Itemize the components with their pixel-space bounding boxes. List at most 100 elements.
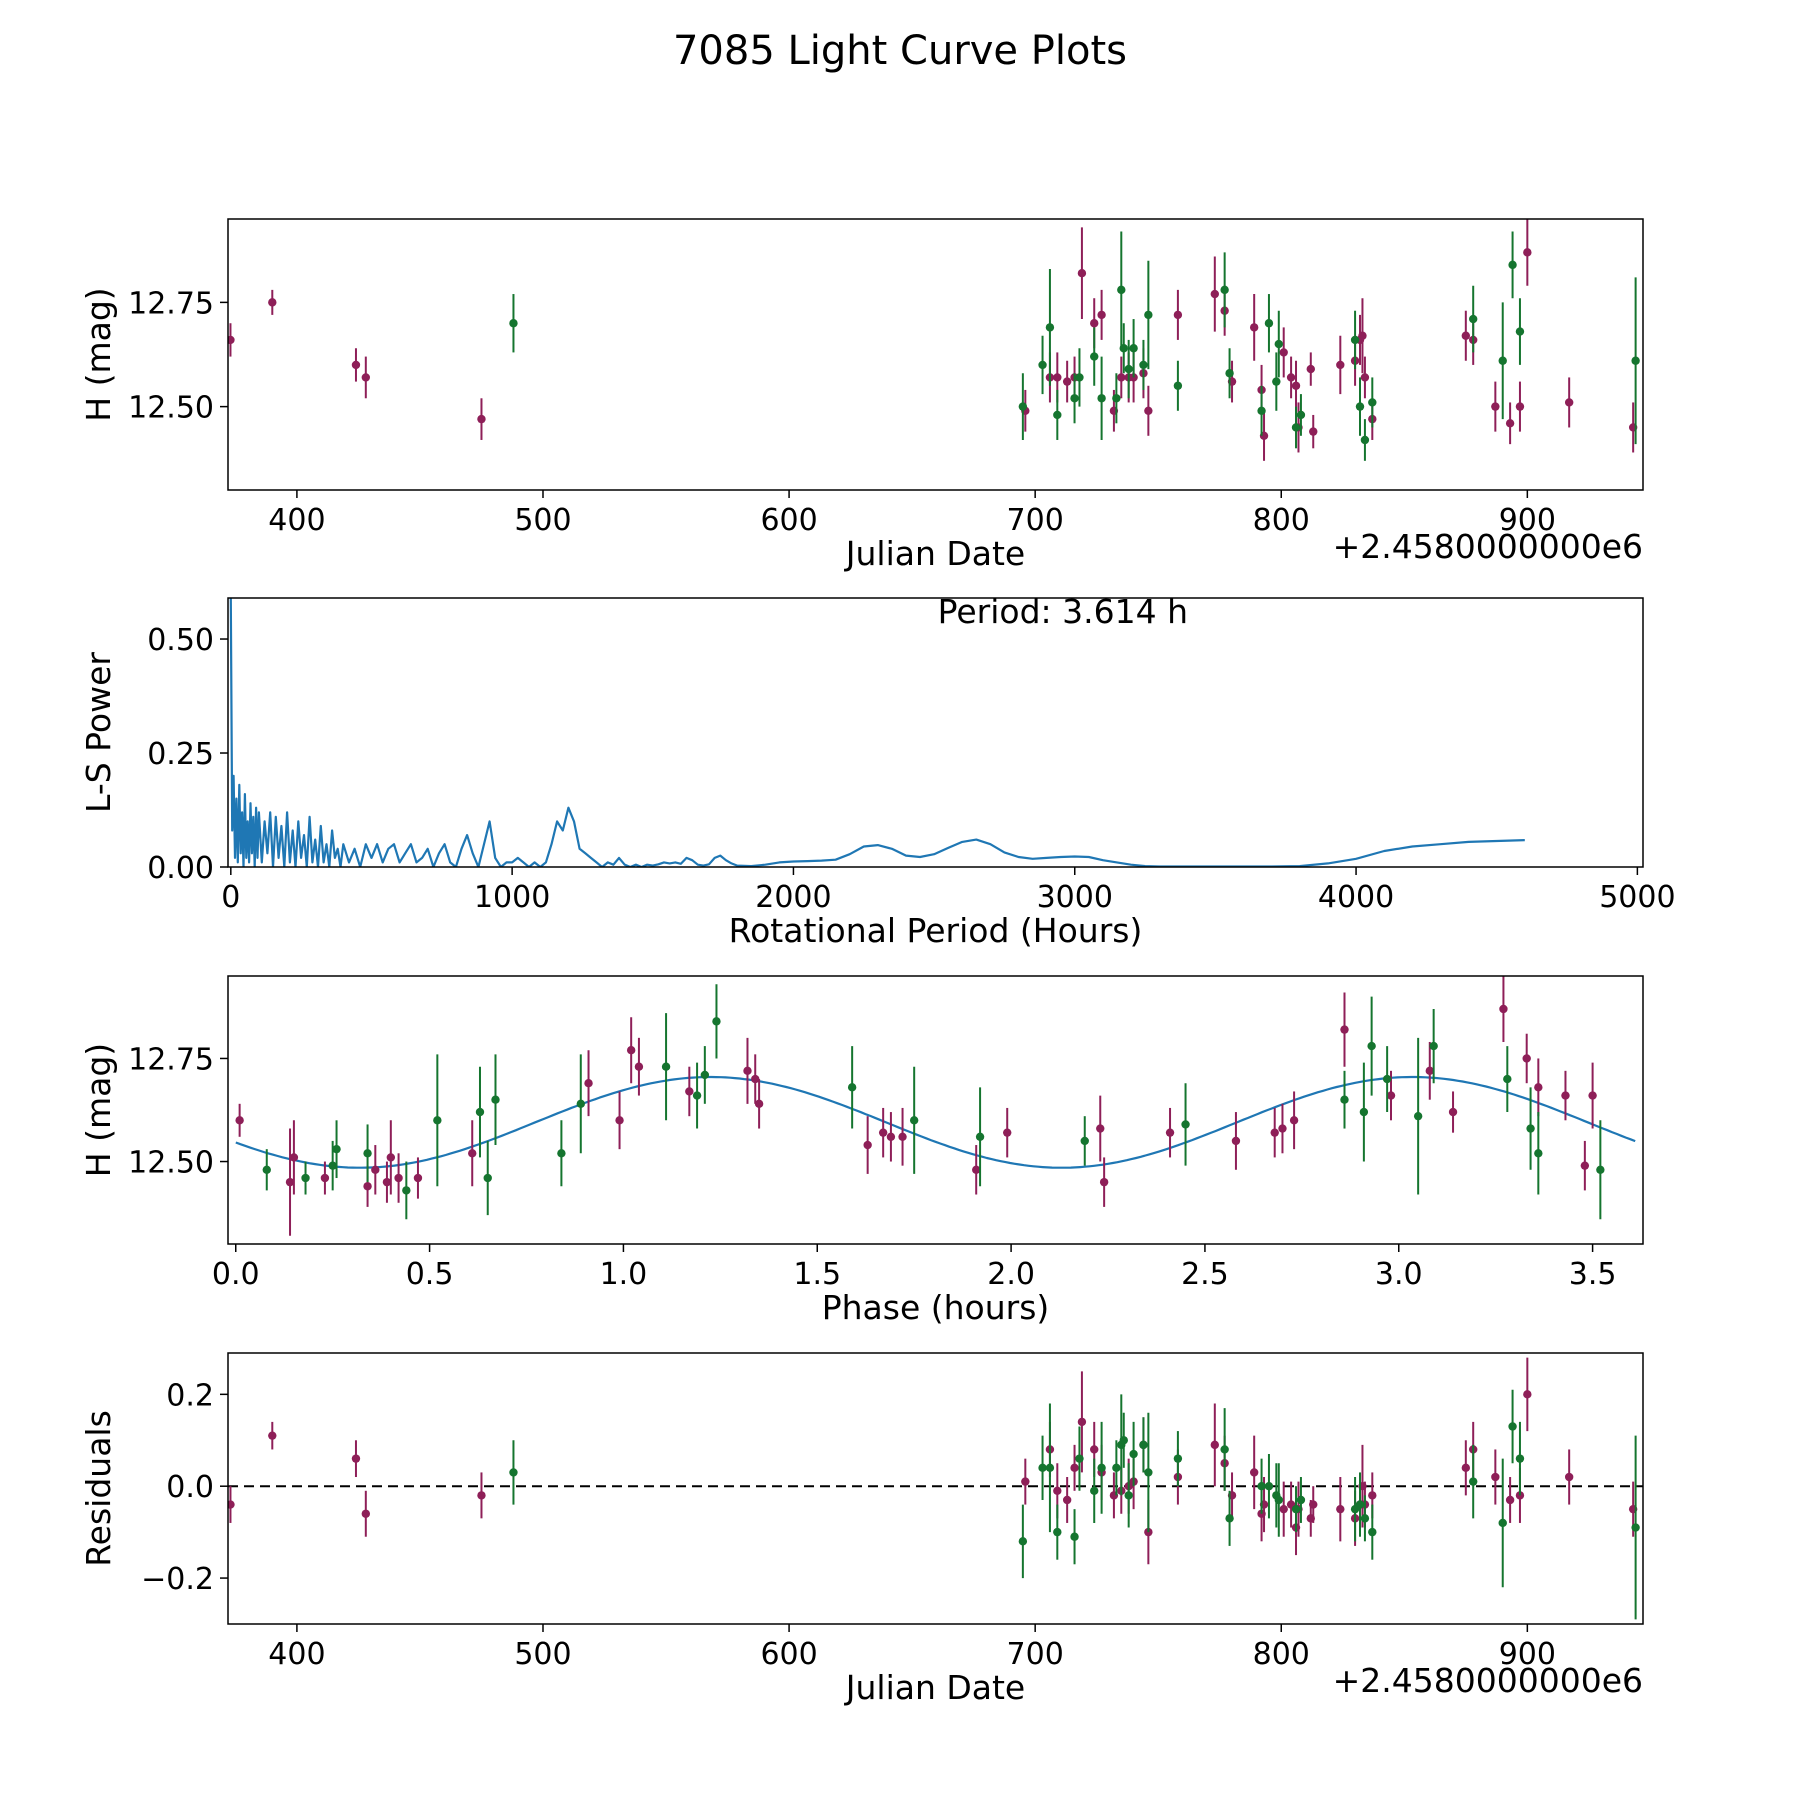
data-point [1508,1389,1517,1464]
marker [1382,1074,1392,1084]
marker [361,1509,371,1518]
data-point [743,1037,752,1104]
data-point [626,1017,636,1084]
data-point [1220,252,1229,328]
marker [332,1144,341,1154]
marker [1117,285,1126,295]
data-point [1309,1486,1318,1523]
marker [1631,356,1640,365]
marker [228,335,235,345]
data-point [1249,294,1259,361]
x-tick-label: 5000 [1599,880,1675,915]
plot-area [228,1357,1643,1620]
plot-area [229,598,1525,867]
marker [1279,1504,1288,1514]
data-point [1038,335,1047,395]
data-point [1491,1449,1500,1505]
marker [1210,289,1220,299]
marker [898,1132,907,1142]
data-point [1278,1103,1287,1154]
data-point [413,1157,423,1199]
marker [1355,1500,1365,1509]
data-point [661,1013,671,1121]
series-band-2 [509,1389,1640,1620]
data-point [1070,1509,1079,1565]
marker [413,1173,423,1183]
data-point [235,1103,244,1137]
marker [685,1087,694,1096]
data-point [1075,348,1084,407]
marker [584,1079,593,1088]
marker [1139,1440,1148,1450]
data-point [402,1161,411,1220]
data-point [1117,231,1126,349]
data-point [1461,310,1471,361]
marker [1368,398,1377,407]
marker [1340,1095,1349,1104]
marker [1124,364,1133,374]
data-point [1119,323,1128,374]
data-point [1413,1037,1423,1195]
data-point [1469,285,1478,353]
marker [363,1149,372,1158]
series-band-1 [228,219,1638,461]
marker [700,1070,710,1080]
marker [1053,1486,1062,1495]
data-point [1210,1403,1220,1487]
data-point [1296,394,1306,436]
marker [1429,1041,1438,1051]
data-point [1355,1472,1365,1537]
marker [1053,1527,1062,1537]
data-point [477,398,486,440]
marker [754,1099,764,1109]
data-point [1129,319,1138,378]
data-point [1358,298,1367,374]
marker [1515,327,1525,336]
marker [1360,373,1370,382]
data-point [1096,1095,1105,1162]
marker [1144,310,1153,320]
data-point [361,1490,371,1537]
data-point [1018,1504,1028,1579]
marker [1165,1128,1175,1137]
marker [909,1116,919,1125]
marker [615,1116,624,1125]
data-point [1596,1120,1605,1220]
marker [1503,1074,1512,1084]
y-tick-label: −0.2 [141,1562,214,1597]
marker [1220,1445,1229,1454]
marker [712,1017,721,1026]
data-point [878,1107,888,1158]
marker [394,1173,403,1183]
marker [1119,344,1128,353]
marker [1097,310,1106,320]
x-axis-label: Julian Date [844,1668,1026,1707]
y-axis-label: H (mag) [79,287,118,421]
x-tick-label: 0.5 [406,1257,454,1292]
marker [1523,248,1532,257]
y-tick-label: 12.75 [128,1042,214,1077]
data-point [898,1107,907,1166]
marker [1119,1436,1128,1445]
marker [1274,339,1283,349]
marker [363,1182,372,1191]
subplot-panels: 400 500 600 700 800 900 12.50 12.75 Julian Date H… [79,218,1676,1707]
period-annotation: Period: 3.614 h [938,592,1188,631]
data-point [557,1120,566,1187]
data-point [972,1145,981,1195]
marker [361,373,371,382]
data-point [1505,402,1515,445]
marker [1564,1472,1574,1482]
marker [268,298,277,307]
data-point [1360,356,1370,399]
marker [1021,1477,1030,1486]
data-point [1534,1058,1543,1117]
data-point [1286,356,1296,399]
data-point [1523,1357,1532,1432]
marker [878,1128,888,1137]
x-tick-label: 2.0 [987,1257,1035,1292]
marker [972,1165,981,1174]
data-point [332,1120,341,1179]
data-point [615,1091,624,1150]
data-point [712,984,721,1059]
